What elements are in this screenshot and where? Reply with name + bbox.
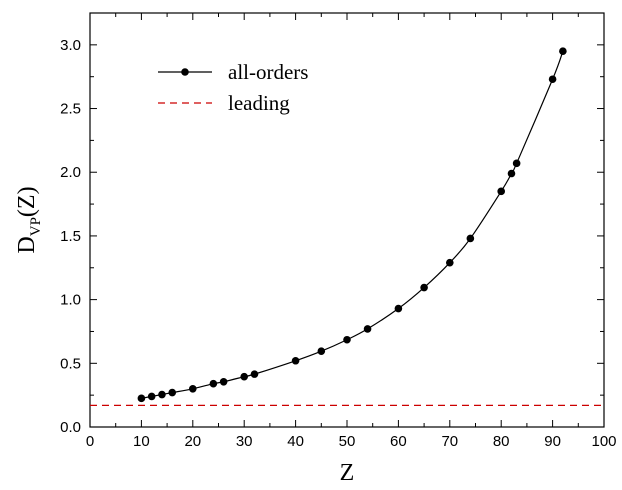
x-tick-label: 90 [544, 433, 561, 450]
data-point-all-orders [394, 304, 403, 313]
x-tick-label: 80 [493, 433, 510, 450]
x-axis-title: Z [340, 460, 355, 486]
legend-label-all-orders: all-orders [228, 60, 308, 84]
data-point-all-orders [168, 388, 177, 397]
y-tick-label: 3.0 [60, 37, 81, 54]
plot-frame [89, 12, 605, 428]
x-tick-label: 40 [287, 433, 304, 450]
y-tick-label: 2.5 [60, 101, 81, 118]
y-tick-label: 0.0 [60, 419, 81, 436]
data-point-all-orders [209, 379, 218, 388]
data-point-all-orders [548, 75, 557, 84]
x-tick-label: 0 [86, 433, 94, 450]
x-tick-label: 30 [236, 433, 253, 450]
data-point-all-orders [363, 325, 372, 333]
data-point-all-orders [147, 392, 156, 401]
y-axis-title-subscript: VP [28, 217, 44, 236]
y-axis-title-suffix: (Z) [14, 186, 40, 217]
data-point-all-orders [158, 390, 166, 399]
y-tick-label: 2.0 [60, 164, 81, 181]
y-tick-label: 1.0 [60, 292, 81, 309]
data-point-all-orders [189, 384, 197, 393]
data-point-all-orders [466, 234, 475, 243]
data-point-all-orders [446, 258, 454, 267]
y-tick-label: 1.5 [60, 228, 81, 245]
series-line-all-orders [141, 51, 564, 399]
x-tick-label: 10 [133, 433, 150, 450]
legend-marker-all-orders [181, 68, 189, 76]
data-point-all-orders [512, 159, 521, 168]
data-point-all-orders [137, 394, 146, 403]
x-axis-ticks: 0 10 20 30 40 50 60 70 80 90 100 [86, 13, 617, 450]
data-point-all-orders [240, 372, 248, 381]
data-point-all-orders [559, 47, 567, 56]
y-axis-ticks: 0.0 0.5 1.0 1.5 2.0 2.5 3.0 [60, 12, 604, 436]
data-point-all-orders [250, 370, 259, 378]
legend-label-leading: leading [228, 91, 290, 115]
y-tick-label: 0.5 [60, 355, 81, 372]
data-point-all-orders [291, 356, 300, 365]
data-point-all-orders [317, 347, 326, 356]
data-point-all-orders [219, 377, 228, 386]
data-point-all-orders [507, 169, 516, 178]
x-tick-label: 60 [390, 433, 407, 450]
data-point-all-orders [420, 283, 428, 292]
x-tick-label: 20 [184, 433, 201, 450]
data-point-all-orders [497, 187, 506, 196]
data-point-all-orders [343, 335, 351, 344]
legend: all-orders leading [158, 60, 308, 115]
y-axis-title-main: D [14, 236, 40, 253]
series-layer [90, 47, 604, 406]
x-tick-label: 100 [591, 433, 616, 450]
y-axis-title: DVP(Z) [14, 186, 44, 253]
x-tick-label: 70 [441, 433, 458, 450]
x-tick-label: 50 [339, 433, 356, 450]
